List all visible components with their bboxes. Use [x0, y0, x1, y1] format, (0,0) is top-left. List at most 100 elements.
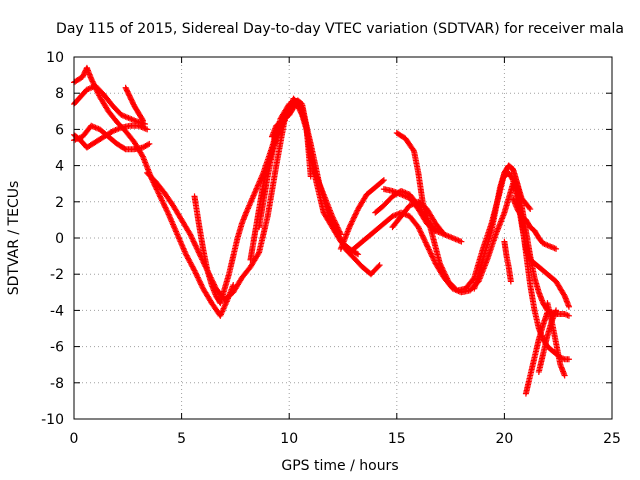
data-point [165, 210, 172, 217]
data-point [330, 216, 337, 223]
data-point [163, 207, 170, 214]
series-0 [71, 64, 237, 319]
data-point [159, 198, 166, 205]
series-19 [501, 238, 514, 285]
y-tick-label: -4 [50, 303, 64, 319]
y-tick-label: 0 [55, 231, 64, 247]
data-point [561, 372, 568, 379]
y-tick-label: -10 [41, 412, 64, 428]
x-tick-label: 10 [280, 431, 298, 447]
data-point [191, 267, 198, 274]
series-10 [337, 177, 387, 252]
data-point [458, 238, 465, 245]
data-point [438, 263, 445, 270]
data-point [353, 250, 360, 257]
series-14 [372, 187, 439, 234]
data-point [527, 206, 534, 213]
x-tick-label: 25 [603, 431, 621, 447]
data-point [553, 307, 560, 314]
data-point [440, 268, 447, 275]
data-point [423, 240, 430, 247]
data-point [441, 270, 448, 277]
data-point [349, 218, 356, 225]
data-point [193, 271, 200, 278]
data-point [415, 225, 422, 232]
data-point [429, 254, 436, 261]
data-point [442, 271, 449, 278]
data-point [380, 177, 387, 184]
data-point [444, 275, 451, 282]
data-point [187, 231, 194, 238]
data-point [198, 281, 205, 288]
data-point [351, 213, 358, 220]
data-point [88, 77, 95, 84]
data-point [158, 196, 165, 203]
data-point [410, 146, 417, 153]
data-point [565, 356, 572, 363]
y-tick-label: 10 [46, 50, 64, 66]
data-point [379, 177, 386, 184]
data-point [417, 229, 424, 236]
data-point [553, 245, 560, 252]
data-point [161, 201, 168, 208]
data-point [347, 221, 354, 228]
data-point [89, 78, 96, 85]
data-point [376, 262, 383, 269]
data-point [193, 245, 200, 252]
data-point [155, 190, 162, 197]
data-point [507, 278, 514, 285]
data-point [426, 247, 433, 254]
data-point [139, 152, 146, 159]
data-point [526, 204, 533, 211]
x-tick-label: 5 [177, 431, 186, 447]
data-point [164, 208, 171, 215]
data-point [195, 248, 202, 255]
data-point [427, 250, 434, 257]
data-point [437, 261, 444, 268]
data-point [161, 203, 168, 210]
data-point [436, 260, 443, 267]
data-point [565, 312, 572, 319]
data-point [192, 268, 199, 275]
data-point [154, 187, 161, 194]
data-point [157, 193, 164, 200]
data-point [157, 194, 164, 201]
data-point [334, 224, 341, 231]
data-point [441, 231, 448, 238]
data-point [230, 282, 237, 289]
data-point [429, 253, 436, 260]
y-tick-label: 8 [55, 86, 64, 102]
data-point [190, 266, 197, 273]
data-point [198, 282, 205, 289]
data-point [353, 210, 360, 217]
data-point [421, 238, 428, 245]
data-point [146, 140, 153, 147]
data-point [440, 230, 447, 237]
data-point [197, 280, 204, 287]
data-point [196, 278, 203, 285]
data-point [194, 274, 201, 281]
x-axis-label: GPS time / hours [281, 458, 398, 474]
data-point [142, 120, 149, 127]
data-point [139, 116, 146, 123]
data-point [419, 232, 426, 239]
data-point [307, 173, 314, 180]
data-point [347, 222, 354, 229]
data-point [423, 242, 430, 249]
data-point [192, 270, 199, 277]
y-tick-label: 2 [55, 195, 64, 211]
x-tick-label: 20 [495, 431, 513, 447]
data-point [335, 227, 342, 234]
data-point [192, 242, 199, 249]
data-point [431, 226, 438, 233]
data-point [425, 245, 432, 252]
y-tick-label: -2 [50, 267, 64, 283]
data-point [355, 251, 362, 258]
data-point [139, 117, 146, 124]
data-point [336, 228, 343, 235]
data-point [419, 233, 426, 240]
data-point [352, 211, 359, 218]
data-point [191, 239, 198, 246]
